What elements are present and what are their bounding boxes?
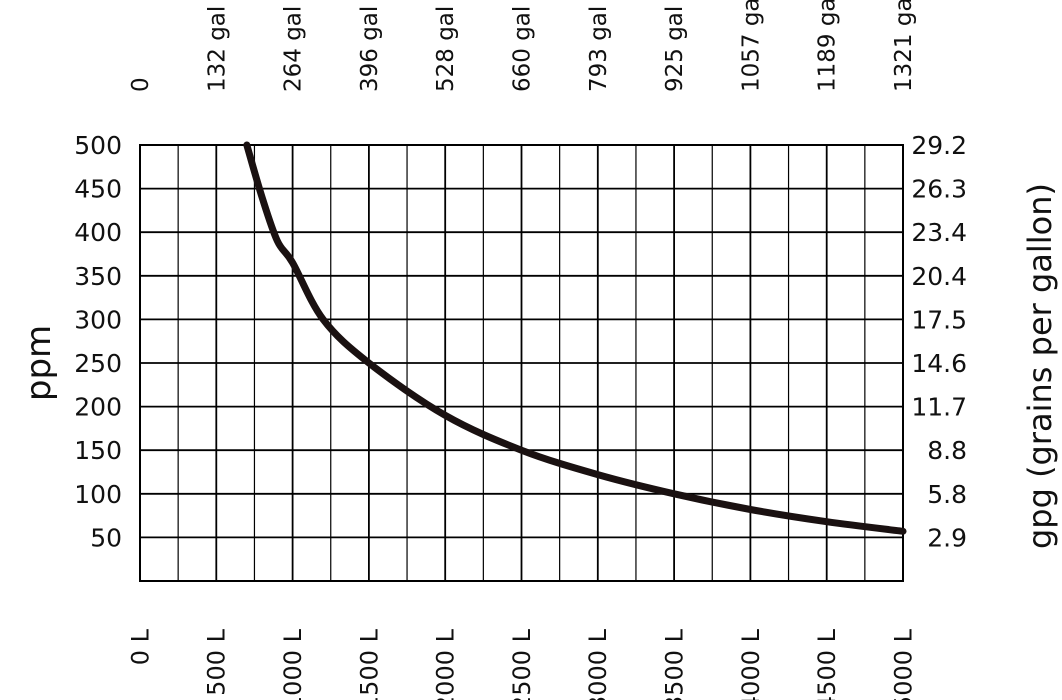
y-right-tick-label: 11.7 [911,393,967,422]
x-bottom-tick-label: 1500 L [355,628,383,700]
y-left-axis-label: ppm [19,325,59,401]
y-right-tick-label: 14.6 [911,349,967,378]
x-top-tick-label: 132 gal [204,6,230,92]
x-bottom-tick-label: 2000 L [432,628,460,700]
y-right-tick-label: 5.8 [927,480,967,509]
y-right-tick-label: 26.3 [911,175,967,204]
y-left-tick-label: 500 [74,131,122,160]
x-top-tick-label: 925 gal [662,6,688,92]
grid [140,145,903,581]
x-top-tick-label: 1321 gal [891,0,917,92]
x-top-tick-label: 793 gal [586,6,612,92]
x-top-tick-label: 1057 gal [738,0,764,92]
y-right-axis-label: gpg (grains per gallon) [1021,183,1059,549]
x-top-tick-label: 264 gal [281,6,307,92]
y-left-tick-label: 350 [74,262,122,291]
x-bottom-tick-label: 3500 L [661,628,689,700]
y-left-tick-label: 50 [90,523,122,552]
y-right-tick-label: 29.2 [911,131,967,160]
x-bottom-tick-label: 500 L [203,628,231,695]
x-bottom-tick-label: 0 L [126,628,154,665]
y-right-tick-label: 20.4 [911,262,967,291]
x-bottom-tick-label: 2500 L [508,628,536,700]
x-bottom-tick-label: 1000 L [279,628,307,700]
x-top-tick-label: 0 [128,77,154,92]
bottom-axis-ticks: 0 L 500 L 1000 L 1500 L 2000 L 2500 L 3000 L 35… [126,628,917,700]
y-right-tick-label: 8.8 [927,436,967,465]
top-axis-ticks: 0 132 gal 264 gal 396 gal 528 gal 660 gal 793 … [128,0,917,92]
x-top-tick-label: 396 gal [357,6,383,92]
x-top-tick-label: 528 gal [433,6,459,92]
x-bottom-tick-label: 4500 L [813,628,841,700]
y-left-tick-label: 150 [74,436,122,465]
y-left-tick-label: 400 [74,218,122,247]
x-bottom-tick-label: 5000 L [889,628,917,700]
y-left-tick-label: 300 [74,305,122,334]
x-bottom-tick-label: 3000 L [584,628,612,700]
x-top-tick-label: 660 gal [510,6,536,92]
y-left-tick-label: 450 [74,175,122,204]
y-left-tick-label: 200 [74,393,122,422]
right-axis-ticks: 2.9 5.8 8.8 11.7 14.6 17.5 20.4 23.4 26.3 29.2 [911,131,967,552]
y-left-tick-label: 250 [74,349,122,378]
curve-layer [243,141,907,535]
y-right-tick-label: 23.4 [911,218,967,247]
y-right-tick-label: 2.9 [927,523,967,552]
x-top-tick-label: 1189 gal [815,0,841,92]
x-bottom-tick-label: 4000 L [737,628,765,700]
plot-frame [139,144,904,582]
capacity-curve [243,141,907,535]
left-axis-ticks: 50 100 150 200 250 300 350 400 450 500 [74,131,122,552]
y-left-tick-label: 100 [74,480,122,509]
y-right-tick-label: 17.5 [911,305,967,334]
